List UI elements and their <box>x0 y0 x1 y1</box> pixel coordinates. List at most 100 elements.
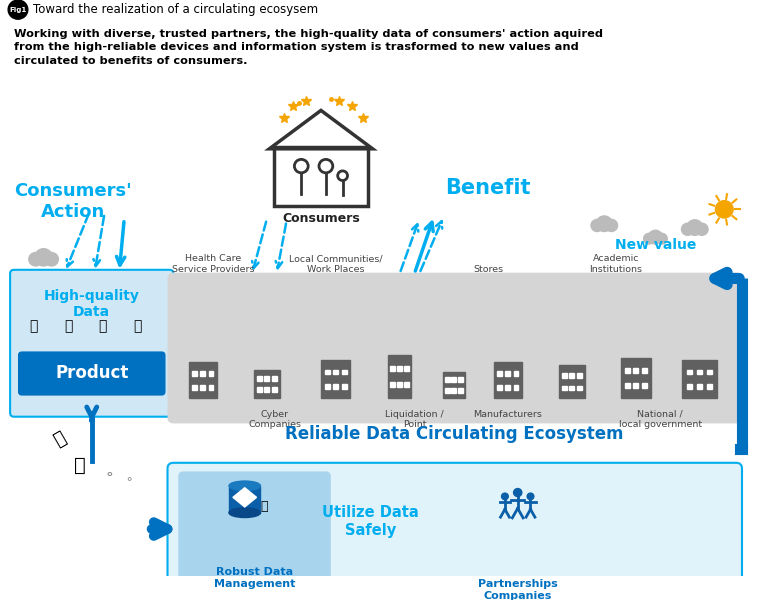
Circle shape <box>597 216 613 232</box>
Bar <box>321 360 350 398</box>
Circle shape <box>682 223 694 235</box>
Bar <box>569 373 575 377</box>
Circle shape <box>687 220 703 235</box>
Text: Utilize Data
Safely: Utilize Data Safely <box>321 505 419 538</box>
Text: Health Care
Service Providers: Health Care Service Providers <box>172 254 254 274</box>
Circle shape <box>527 493 534 500</box>
Circle shape <box>715 200 733 218</box>
Text: 👟: 👟 <box>64 319 72 334</box>
Bar <box>505 371 510 376</box>
Text: Toward the realization of a circulating ecosysem: Toward the realization of a circulating … <box>33 3 318 16</box>
Text: ⚬: ⚬ <box>125 475 134 485</box>
Bar <box>445 377 450 382</box>
Circle shape <box>514 488 522 497</box>
Bar <box>272 376 277 381</box>
Bar <box>625 383 629 388</box>
Text: High-quality
Data: High-quality Data <box>44 289 140 319</box>
Bar <box>451 377 456 382</box>
Circle shape <box>502 493 508 500</box>
Bar <box>458 377 463 382</box>
Bar <box>633 368 638 373</box>
Bar <box>325 370 330 374</box>
Bar <box>257 387 261 392</box>
Text: Robust Data
Management: Robust Data Management <box>214 568 295 589</box>
Bar <box>325 384 330 389</box>
FancyBboxPatch shape <box>18 352 166 395</box>
Bar <box>569 386 575 391</box>
Bar <box>687 370 692 374</box>
Bar <box>397 382 402 387</box>
Text: Academic
Institutions: Academic Institutions <box>590 254 642 274</box>
Bar <box>334 370 338 374</box>
FancyBboxPatch shape <box>167 272 742 424</box>
Bar <box>625 368 629 373</box>
Bar <box>497 371 502 376</box>
Bar <box>562 373 567 377</box>
Bar <box>687 384 692 389</box>
Bar <box>562 386 567 391</box>
Bar <box>254 370 280 398</box>
Text: circulated to benefits of consumers.: circulated to benefits of consumers. <box>14 56 248 65</box>
FancyBboxPatch shape <box>167 463 742 600</box>
Ellipse shape <box>229 508 261 518</box>
Polygon shape <box>508 592 528 600</box>
Bar <box>342 384 347 389</box>
Text: Cyber
Companies: Cyber Companies <box>249 410 301 430</box>
Bar <box>264 387 269 392</box>
FancyBboxPatch shape <box>10 270 173 417</box>
Bar <box>514 371 518 376</box>
Text: from the high-reliable devices and information system is trasformed to new value: from the high-reliable devices and infor… <box>14 42 579 52</box>
Bar <box>505 385 510 389</box>
Bar <box>559 365 584 398</box>
Text: Product: Product <box>55 364 128 382</box>
Bar <box>707 370 712 374</box>
Circle shape <box>591 220 603 232</box>
Ellipse shape <box>229 481 261 491</box>
Text: Liquidation /
Point: Liquidation / Point <box>385 410 444 430</box>
Text: Partnerships
Companies: Partnerships Companies <box>478 579 558 600</box>
Bar <box>621 358 651 398</box>
Circle shape <box>35 248 52 266</box>
Bar <box>514 385 518 389</box>
FancyBboxPatch shape <box>179 472 331 596</box>
Bar <box>192 385 198 389</box>
Bar <box>274 147 368 206</box>
Text: Fig1: Fig1 <box>9 7 27 13</box>
Bar <box>229 486 261 513</box>
Circle shape <box>695 223 708 235</box>
Bar <box>189 362 217 398</box>
Text: 📊: 📊 <box>98 319 106 334</box>
Text: 💻: 💻 <box>133 319 141 334</box>
Text: National /
local government: National / local government <box>619 410 702 430</box>
Bar <box>633 383 638 388</box>
Bar <box>404 382 409 387</box>
Text: Consumers: Consumers <box>282 212 359 225</box>
Bar <box>264 376 269 381</box>
Bar <box>577 386 582 391</box>
Text: Manufacturers: Manufacturers <box>473 410 543 419</box>
Text: 🔌: 🔌 <box>30 319 38 334</box>
Bar <box>497 385 502 389</box>
Bar <box>334 384 338 389</box>
Text: Reliable Data Circulating Ecosystem: Reliable Data Circulating Ecosystem <box>286 425 624 443</box>
Text: ⚬: ⚬ <box>103 468 116 482</box>
Bar <box>404 367 409 371</box>
Bar <box>682 360 717 398</box>
Bar <box>201 385 205 389</box>
Bar <box>642 383 647 388</box>
Circle shape <box>648 230 663 244</box>
Bar <box>390 382 395 387</box>
Bar <box>208 371 214 376</box>
Circle shape <box>8 0 28 19</box>
Text: Local Communities/
Work Places: Local Communities/ Work Places <box>289 254 382 274</box>
Bar <box>494 362 521 398</box>
Bar <box>272 387 277 392</box>
Text: ⛏: ⛏ <box>51 429 69 450</box>
Circle shape <box>605 220 618 232</box>
Bar <box>388 355 411 398</box>
Bar <box>577 373 582 377</box>
Bar <box>707 384 712 389</box>
Bar <box>458 388 463 393</box>
Bar <box>208 385 214 389</box>
Text: Consumers'
Action: Consumers' Action <box>14 182 132 221</box>
